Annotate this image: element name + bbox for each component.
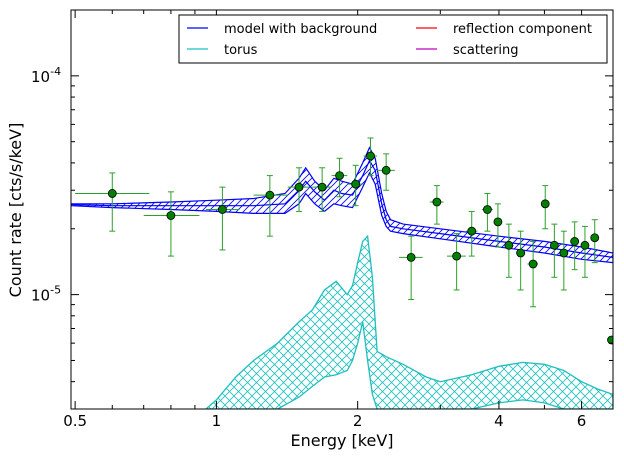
data-point xyxy=(446,233,466,291)
data-point xyxy=(559,230,569,291)
data-point xyxy=(580,225,590,278)
data-marker xyxy=(406,252,416,262)
data-marker xyxy=(549,240,559,250)
data-marker xyxy=(483,205,492,214)
data-point xyxy=(590,219,600,264)
data-marker xyxy=(504,240,514,250)
x-tick-label: 1 xyxy=(212,412,222,430)
data-marker xyxy=(559,248,569,258)
model-band xyxy=(71,146,613,264)
data-marker xyxy=(366,151,375,161)
data-point xyxy=(312,167,332,212)
data-marker xyxy=(493,217,503,227)
data-marker xyxy=(540,199,550,209)
data-marker xyxy=(335,171,344,180)
data-marker xyxy=(107,189,117,198)
legend-label: reflection component xyxy=(453,22,592,37)
x-tick-label: 2 xyxy=(353,412,363,430)
data-point xyxy=(287,167,310,212)
data-point xyxy=(347,164,364,207)
data-point xyxy=(527,240,539,308)
data-point xyxy=(570,221,580,271)
data-marker xyxy=(351,179,361,189)
data-marker xyxy=(467,226,477,236)
legend: model with background reflection componen… xyxy=(178,14,608,64)
data-point xyxy=(205,186,240,251)
data-marker xyxy=(166,211,176,220)
data-points xyxy=(75,137,613,345)
data-point xyxy=(503,223,514,278)
legend-label: torus xyxy=(224,43,258,58)
data-marker xyxy=(432,197,442,207)
x-axis-title: Energy [keV] xyxy=(290,431,393,450)
x-tick-label: 4 xyxy=(494,412,504,430)
data-point xyxy=(607,335,613,345)
data-point xyxy=(399,235,423,300)
data-marker xyxy=(607,335,613,345)
data-point xyxy=(429,185,444,225)
data-marker xyxy=(381,165,391,175)
data-marker xyxy=(317,182,327,192)
y-axis-title: Count rate [cts/s/keV] xyxy=(6,123,25,298)
data-marker xyxy=(218,205,227,214)
plot-frame xyxy=(70,9,614,410)
x-tick-label: 0.5 xyxy=(63,412,87,430)
data-point xyxy=(481,192,493,232)
data-marker xyxy=(528,259,538,269)
data-point xyxy=(493,203,503,248)
data-point xyxy=(363,137,378,177)
data-marker xyxy=(294,182,304,192)
legend-label: scattering xyxy=(453,43,519,58)
plot-area xyxy=(71,137,613,409)
axis-ticks: 0.5 1 2 4 6 10-4 10-5 xyxy=(31,9,614,430)
legend-label: model with background xyxy=(224,22,377,37)
data-point xyxy=(143,191,200,257)
data-point xyxy=(331,157,348,198)
x-tick-label: 6 xyxy=(577,412,587,430)
data-marker xyxy=(590,233,600,243)
legend-box xyxy=(178,14,608,64)
data-marker xyxy=(570,237,580,246)
data-marker xyxy=(265,190,275,200)
data-point xyxy=(253,175,288,237)
data-point xyxy=(549,223,559,278)
data-point xyxy=(75,172,150,232)
model-line xyxy=(71,159,613,258)
data-marker xyxy=(516,248,526,258)
torus-band xyxy=(204,234,613,409)
data-marker xyxy=(580,240,590,250)
data-marker xyxy=(452,251,462,261)
data-point xyxy=(516,230,526,291)
y-tick-label: 10-4 xyxy=(31,65,61,86)
data-point xyxy=(465,210,478,257)
data-point xyxy=(377,153,395,191)
y-tick-label: 10-5 xyxy=(31,284,61,305)
data-point xyxy=(540,185,550,230)
